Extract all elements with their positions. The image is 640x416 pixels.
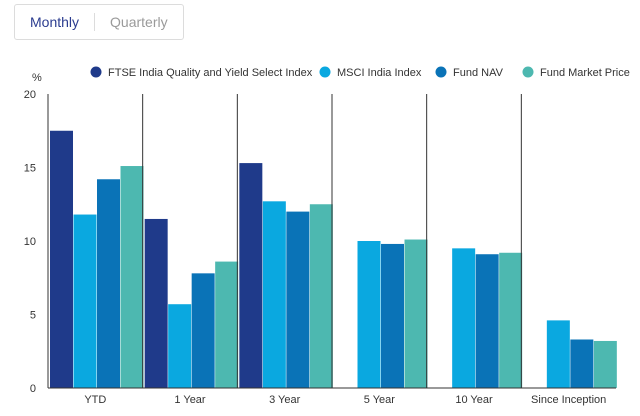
bar-msci-india-index-3-year <box>262 201 286 388</box>
y-tick-label: 0 <box>30 383 36 395</box>
bar-msci-india-index-ytd <box>73 214 97 388</box>
group-dividers <box>47 94 616 389</box>
legend-marker-ftse-india-quality-and-yield-select-index <box>90 66 102 78</box>
x-axis-ticks: YTD 1 Year 3 Year 5 Year 10 Year Since Incept… <box>84 394 606 406</box>
legend-label-fund-market-price: Fund Market Price <box>540 67 630 79</box>
y-axis-ticks: 0 5 10 15 20 <box>24 89 36 395</box>
quarterly-tab[interactable]: Quarterly <box>110 14 168 30</box>
legend-marker-msci-india-index <box>319 66 331 78</box>
x-tick-label-1-year: 1 Year <box>174 394 206 406</box>
x-tick-label-3-year: 3 Year <box>269 394 301 406</box>
y-tick-label: 10 <box>24 236 36 248</box>
y-tick-label: 20 <box>24 89 36 101</box>
period-toggle: Monthly Quarterly <box>14 4 184 40</box>
bar-fund-market-price-1-year <box>215 261 239 388</box>
bar-ftse-india-quality-and-yield-select-index-3-year <box>239 163 263 388</box>
x-tick-label-ytd: YTD <box>84 394 106 406</box>
bar-fund-nav-10-year <box>475 254 499 388</box>
bar-ftse-india-quality-and-yield-select-index-ytd <box>50 130 73 388</box>
legend-marker-fund-nav <box>435 66 447 78</box>
y-axis-unit: % <box>32 72 42 84</box>
bar-fund-market-price-since-inception <box>593 340 617 388</box>
bar-msci-india-index-10-year <box>452 248 476 388</box>
bar-fund-market-price-5-year <box>404 239 428 388</box>
bar-fund-nav-since-inception <box>570 339 594 388</box>
bar-msci-india-index-since-inception <box>546 320 570 388</box>
bar-fund-market-price-10-year <box>499 252 523 388</box>
bar-fund-market-price-3-year <box>309 204 333 388</box>
chart-bars <box>50 130 617 388</box>
bar-fund-nav-ytd <box>97 179 120 388</box>
bar-fund-nav-3-year <box>286 211 310 388</box>
y-tick-label: 15 <box>24 163 36 175</box>
x-tick-label-10-year: 10 Year <box>455 394 493 406</box>
bar-msci-india-index-5-year <box>357 241 381 388</box>
monthly-tab[interactable]: Monthly <box>30 14 80 30</box>
bar-fund-nav-1-year <box>191 273 215 388</box>
legend-label-ftse-india-quality-and-yield-select-index: FTSE India Quality and Yield Select Inde… <box>108 67 313 79</box>
bar-ftse-india-quality-and-yield-select-index-1-year <box>144 218 168 388</box>
x-tick-label-5-year: 5 Year <box>364 394 396 406</box>
legend-label-fund-nav: Fund NAV <box>453 67 504 79</box>
y-tick-label: 5 <box>30 310 36 322</box>
bar-fund-market-price-ytd <box>120 166 144 388</box>
chart-legend: FTSE India Quality and Yield Select Inde… <box>90 66 630 79</box>
x-tick-label-since-inception: Since Inception <box>531 394 606 406</box>
bar-msci-india-index-1-year <box>168 304 192 388</box>
toggle-divider <box>94 13 96 31</box>
bar-fund-nav-5-year <box>381 243 404 388</box>
legend-label-msci-india-index: MSCI India Index <box>337 67 422 79</box>
legend-marker-fund-market-price <box>522 66 534 78</box>
